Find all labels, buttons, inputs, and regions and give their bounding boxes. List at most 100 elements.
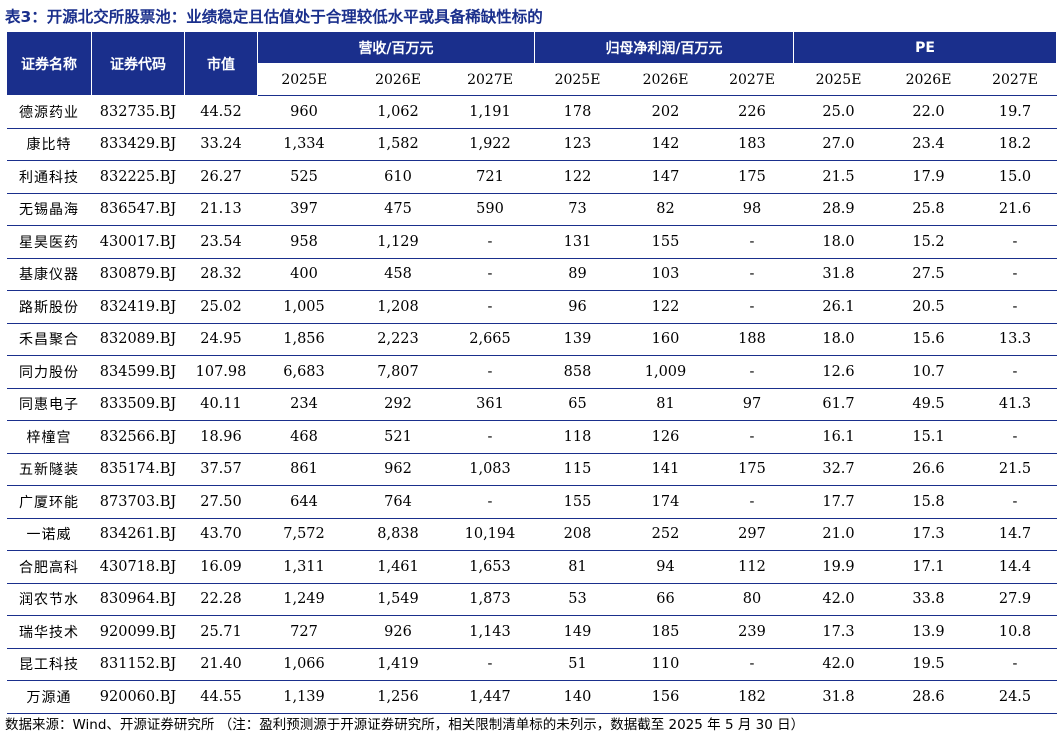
market-cap-cell: 33.24 — [184, 128, 258, 161]
table-row: 康比特 833429.BJ 33.24 1,334 1,582 1,922 123 142 18… — [6, 128, 1057, 161]
revenue-cell: 475 — [350, 193, 446, 226]
revenue-cell: 1,922 — [445, 128, 535, 161]
revenue-cell: 1,005 — [257, 290, 351, 324]
net-profit-cell: 94 — [620, 550, 711, 584]
pe-cell: 31.8 — [793, 258, 884, 291]
revenue-cell: 1,191 — [445, 95, 535, 129]
pe-cell: 21.5 — [793, 160, 884, 194]
revenue-cell: 525 — [257, 160, 351, 194]
revenue-cell: 1,653 — [445, 550, 535, 584]
security-code-cell: 834261.BJ — [91, 518, 185, 551]
revenue-cell: 1,419 — [350, 648, 446, 681]
pe-cell: - — [973, 420, 1057, 454]
net-profit-cell: 141 — [620, 453, 711, 486]
net-profit-cell: 297 — [710, 518, 794, 551]
pe-cell: 15.0 — [973, 160, 1057, 194]
pe-cell: 27.9 — [973, 583, 1057, 616]
net-profit-cell: 81 — [534, 550, 621, 584]
header-profit-year: 2025E — [534, 63, 621, 96]
revenue-cell: 962 — [350, 453, 446, 486]
revenue-cell: 958 — [257, 225, 351, 259]
revenue-cell: 1,249 — [257, 583, 351, 616]
pe-cell: 27.5 — [883, 258, 974, 291]
security-code-cell: 833429.BJ — [91, 128, 185, 161]
security-name-cell: 同力股份 — [6, 355, 92, 389]
pe-cell: 17.1 — [883, 550, 974, 584]
net-profit-cell: 160 — [620, 323, 711, 356]
table-row: 一诺威 834261.BJ 43.70 7,572 8,838 10,194 208 252 2… — [6, 518, 1057, 551]
table-row: 合肥高科 430718.BJ 16.09 1,311 1,461 1,653 81 94 112… — [6, 550, 1057, 584]
revenue-cell: 721 — [445, 160, 535, 194]
market-cap-cell: 27.50 — [184, 485, 258, 519]
pe-cell: 17.3 — [883, 518, 974, 551]
revenue-cell: 1,334 — [257, 128, 351, 161]
pe-cell: - — [973, 290, 1057, 324]
net-profit-cell: 174 — [620, 485, 711, 519]
revenue-cell: 1,208 — [350, 290, 446, 324]
security-name-cell: 一诺威 — [6, 518, 92, 551]
market-cap-cell: 28.32 — [184, 258, 258, 291]
net-profit-cell: - — [710, 355, 794, 389]
pe-cell: 12.6 — [793, 355, 884, 389]
table-row: 无锡晶海 836547.BJ 21.13 397 475 590 73 82 98 28.9 25.… — [6, 193, 1057, 226]
revenue-cell: 926 — [350, 615, 446, 649]
revenue-cell: 1,447 — [445, 680, 535, 714]
net-profit-cell: 66 — [620, 583, 711, 616]
net-profit-cell: 89 — [534, 258, 621, 291]
net-profit-cell: 82 — [620, 193, 711, 226]
revenue-cell: - — [445, 290, 535, 324]
revenue-cell: 644 — [257, 485, 351, 519]
revenue-cell: 1,311 — [257, 550, 351, 584]
revenue-cell: 7,572 — [257, 518, 351, 551]
revenue-cell: 610 — [350, 160, 446, 194]
table-row: 德源药业 832735.BJ 44.52 960 1,062 1,191 178 202 226… — [6, 95, 1057, 129]
pe-cell: 21.5 — [973, 453, 1057, 486]
security-name-cell: 德源药业 — [6, 95, 92, 129]
security-code-cell: 830964.BJ — [91, 583, 185, 616]
security-name-cell: 润农节水 — [6, 583, 92, 616]
security-code-cell: 832225.BJ — [91, 160, 185, 194]
pe-cell: 14.4 — [973, 550, 1057, 584]
table-title: 表3：开源北交所股票池：业绩稳定且估值处于合理较低水平或具备稀缺性标的 — [5, 8, 543, 26]
security-name-cell: 同惠电子 — [6, 388, 92, 421]
pe-cell: - — [973, 648, 1057, 681]
table-row: 利通科技 832225.BJ 26.27 525 610 721 122 147 175 21.5… — [6, 160, 1057, 194]
pe-cell: - — [973, 258, 1057, 291]
revenue-cell: 1,083 — [445, 453, 535, 486]
security-code-cell: 920060.BJ — [91, 680, 185, 714]
net-profit-cell: - — [710, 290, 794, 324]
net-profit-cell: 122 — [620, 290, 711, 324]
net-profit-cell: 202 — [620, 95, 711, 129]
security-name-cell: 合肥高科 — [6, 550, 92, 584]
header-revenue-year: 2026E — [350, 63, 446, 96]
revenue-cell: - — [445, 258, 535, 291]
pe-cell: 41.3 — [973, 388, 1057, 421]
net-profit-cell: 142 — [620, 128, 711, 161]
net-profit-cell: 208 — [534, 518, 621, 551]
pe-cell: 49.5 — [883, 388, 974, 421]
pe-cell: 25.0 — [793, 95, 884, 129]
revenue-cell: 468 — [257, 420, 351, 454]
table-row: 同力股份 834599.BJ 107.98 6,683 7,807-858 1,009-1… — [6, 355, 1057, 389]
pe-cell: 14.7 — [973, 518, 1057, 551]
net-profit-cell: 175 — [710, 160, 794, 194]
security-name-cell: 无锡晶海 — [6, 193, 92, 226]
pe-cell: - — [973, 355, 1057, 389]
net-profit-cell: 126 — [620, 420, 711, 454]
revenue-cell: 292 — [350, 388, 446, 421]
net-profit-cell: 858 — [534, 355, 621, 389]
revenue-cell: 1,129 — [350, 225, 446, 259]
security-code-cell: 836547.BJ — [91, 193, 185, 226]
pe-cell: 21.6 — [973, 193, 1057, 226]
source-footnote: 数据来源：Wind、开源证券研究所 （注：盈利预测源于开源证券研究所，相关限制清… — [5, 717, 805, 733]
revenue-cell: 10,194 — [445, 518, 535, 551]
net-profit-cell: 239 — [710, 615, 794, 649]
pe-cell: 42.0 — [793, 648, 884, 681]
table-row: 星昊医药 430017.BJ 23.54 958 1,129-131 155-18.0 15… — [6, 225, 1057, 259]
net-profit-cell: 252 — [620, 518, 711, 551]
market-cap-cell: 43.70 — [184, 518, 258, 551]
revenue-cell: - — [445, 355, 535, 389]
table-row: 路斯股份 832419.BJ 25.02 1,005 1,208-96 122-26.1 2… — [6, 290, 1057, 324]
market-cap-cell: 25.71 — [184, 615, 258, 649]
security-name-cell: 万源通 — [6, 680, 92, 714]
